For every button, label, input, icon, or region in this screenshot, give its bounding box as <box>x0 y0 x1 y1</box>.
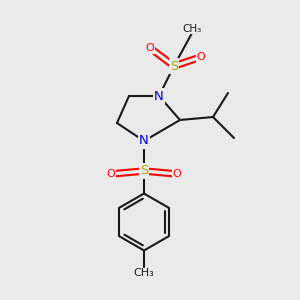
Text: O: O <box>146 43 154 53</box>
Text: S: S <box>140 164 148 178</box>
Text: O: O <box>196 52 206 62</box>
Text: CH₃: CH₃ <box>182 23 202 34</box>
Text: CH₃: CH₃ <box>134 268 154 278</box>
Text: S: S <box>170 59 178 73</box>
Text: O: O <box>172 169 182 179</box>
Text: O: O <box>106 169 116 179</box>
Text: N: N <box>154 89 164 103</box>
Text: N: N <box>139 134 149 148</box>
